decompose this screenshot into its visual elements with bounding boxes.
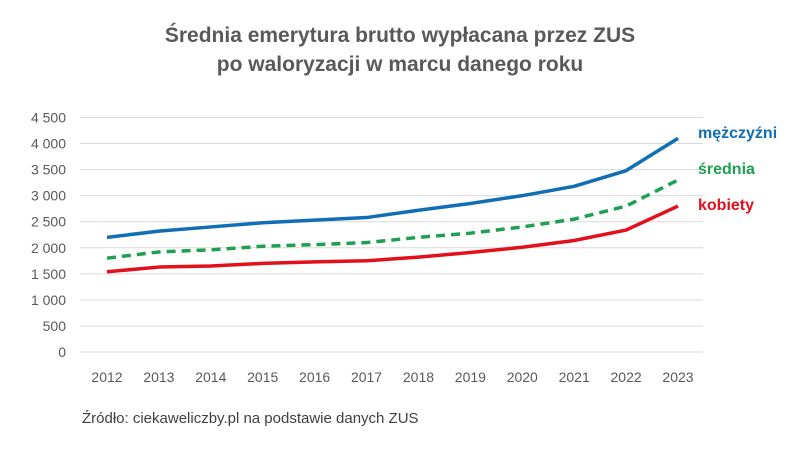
y-tick-label: 500 xyxy=(43,318,67,334)
series-line-1 xyxy=(106,178,679,260)
x-tick-label: 2018 xyxy=(403,369,434,385)
chart-title: Średnia emerytura brutto wypłacana przez… xyxy=(164,24,636,47)
x-tick-label: 2016 xyxy=(299,369,330,385)
x-tick-label: 2014 xyxy=(195,369,226,385)
y-tick-label: 0 xyxy=(58,344,66,360)
y-tick-label: 3 500 xyxy=(31,162,66,178)
y-tick-label: 4 000 xyxy=(31,136,66,152)
y-tick-label: 1 000 xyxy=(31,292,66,308)
series-label: kobiety xyxy=(698,197,754,214)
x-tick-label: 2023 xyxy=(662,369,693,385)
y-tick-label: 4 500 xyxy=(31,110,66,126)
series-line-0 xyxy=(106,136,679,240)
x-tick-label: 2022 xyxy=(611,369,642,385)
y-tick-label: 2 000 xyxy=(31,240,66,256)
x-tick-label: 2015 xyxy=(247,369,278,385)
x-tick-label: 2020 xyxy=(507,369,538,385)
series-label: średnia xyxy=(698,161,755,178)
x-tick-label: 2013 xyxy=(143,369,174,385)
series-label: mężczyźni xyxy=(698,125,777,142)
x-tick-label: 2012 xyxy=(91,369,122,385)
chart-subtitle: po waloryzacji w marcu danego roku xyxy=(216,53,584,76)
y-tick-label: 3 000 xyxy=(31,188,66,204)
y-tick-label: 2 500 xyxy=(31,214,66,230)
chart-source: Źródło: ciekaweliczby.pl na podstawie da… xyxy=(82,410,419,427)
series-line-2 xyxy=(106,204,679,274)
y-tick-label: 1 500 xyxy=(31,266,66,282)
x-tick-label: 2017 xyxy=(351,369,382,385)
x-tick-label: 2021 xyxy=(559,369,590,385)
x-tick-label: 2019 xyxy=(455,369,486,385)
